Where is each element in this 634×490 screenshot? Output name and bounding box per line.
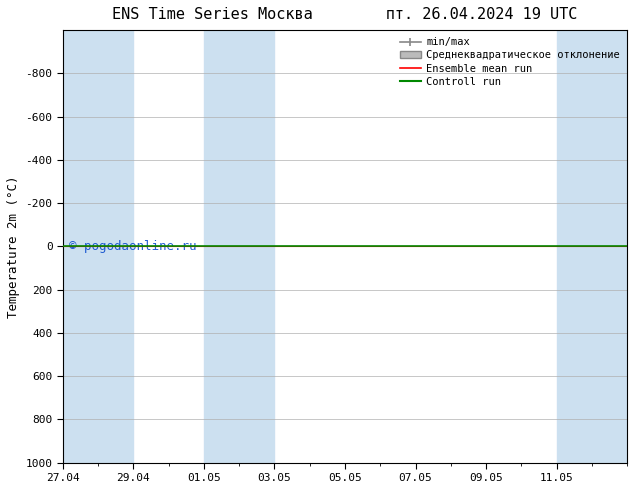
Bar (63, 30, 133, 463)
Bar (557, 30, 627, 463)
Title: ENS Time Series Москва        пт. 26.04.2024 19 UTC: ENS Time Series Москва пт. 26.04.2024 19… (112, 7, 578, 22)
Bar (204, 30, 275, 463)
Legend: min/max, Среднеквадратическое отклонение, Ensemble mean run, Controll run: min/max, Среднеквадратическое отклонение… (396, 33, 624, 91)
Y-axis label: Temperature 2m (°C): Temperature 2m (°C) (7, 175, 20, 318)
Text: © pogodaonline.ru: © pogodaonline.ru (68, 240, 196, 253)
